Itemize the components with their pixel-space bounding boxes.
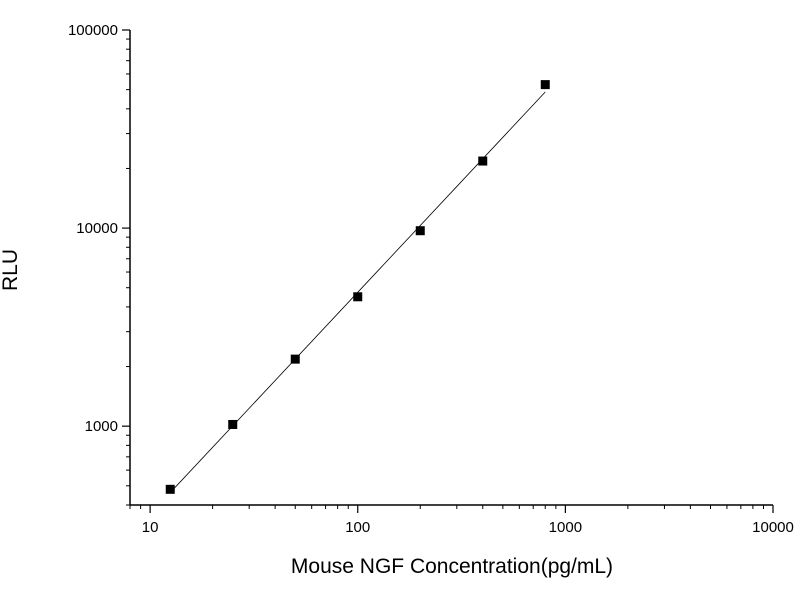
x-tick-label: 100	[345, 519, 370, 536]
data-point	[540, 80, 550, 90]
y-tick-label: 10000	[76, 220, 118, 237]
axes	[129, 30, 773, 506]
x-tick-label: 1000	[549, 519, 582, 536]
y-tick-label: 1000	[85, 418, 118, 435]
data-point	[353, 292, 363, 302]
data-point	[165, 484, 175, 494]
data-points	[165, 80, 550, 494]
data-point	[478, 156, 488, 166]
data-point	[415, 226, 425, 236]
data-point	[228, 419, 238, 429]
ticks: 10 100 1000 10000 1000 10000 100000	[68, 22, 794, 536]
y-tick-label: 100000	[68, 22, 118, 39]
x-axis-title: Mouse NGF Concentration(pg/mL)	[291, 555, 613, 578]
x-tick-label: 10	[142, 519, 159, 536]
data-point	[290, 354, 300, 364]
x-tick-label: 10000	[752, 519, 794, 536]
y-axis-title: RLU	[0, 249, 22, 291]
